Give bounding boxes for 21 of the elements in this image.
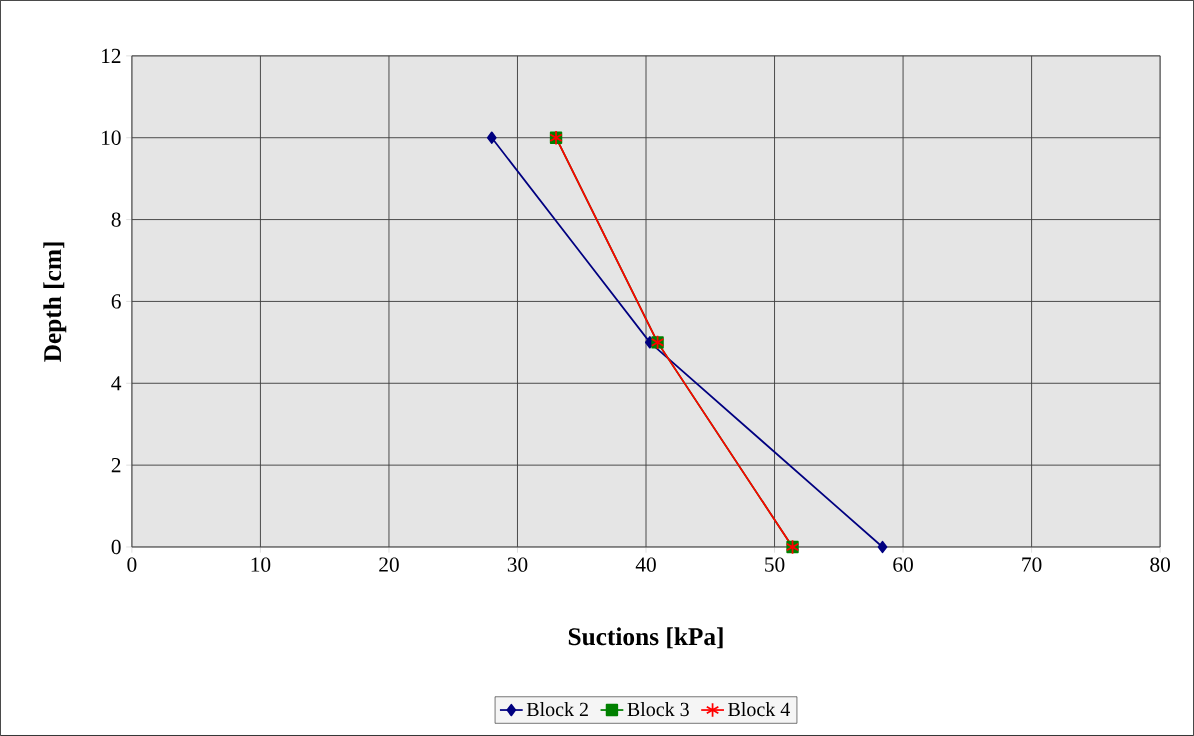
- y-tick-label: 12: [102, 48, 121, 63]
- y-tick-label: 4: [111, 376, 122, 391]
- x-tick-label: 80: [1150, 557, 1170, 572]
- x-tick-label: 70: [1022, 557, 1042, 572]
- x-tick-label: 50: [765, 557, 785, 572]
- y-tick-label: 0: [111, 539, 121, 555]
- x-tick-label: 40: [635, 557, 656, 572]
- x-tick-label: 60: [893, 557, 913, 572]
- y-tick-label: 2: [111, 458, 121, 473]
- y-axis-title: Depth [cm]: [43, 242, 67, 362]
- legend-label: Block 3: [627, 702, 689, 717]
- x-axis-title: Suctions [kPa]: [568, 627, 723, 649]
- y-tick-label: 10: [102, 130, 121, 145]
- x-tick-label: 10: [251, 557, 271, 572]
- x-tick-label: 30: [507, 557, 528, 572]
- y-tick-label: 6: [111, 294, 121, 309]
- x-tick-label: 0: [127, 557, 137, 572]
- legend-label: Block 2: [526, 702, 588, 717]
- x-tick-label: 20: [379, 557, 399, 572]
- legend-label: Block 4: [728, 702, 790, 717]
- y-tick-label: 8: [111, 212, 121, 227]
